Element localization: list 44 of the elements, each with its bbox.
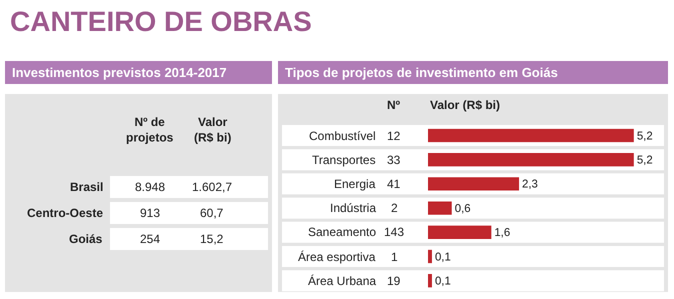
text: 8.948 [135,180,166,194]
text: CANTEIRO DE OBRAS [10,6,312,37]
text: 41 [387,177,401,191]
text: 1 [391,250,398,264]
data-label: 1,6 [494,227,510,240]
text: 143 [384,225,404,239]
y-tick-label: Combustível [309,129,376,143]
data-label: 2,3 [522,178,538,191]
y-tick-label: Transportes [312,153,376,167]
text: 254 [140,232,160,246]
text: Investimentos previstos 2014-2017 [12,65,227,80]
y-tick-label: Área esportiva [298,250,376,264]
text: Valor (R$ bi) [430,98,500,112]
text: Centro-Oeste [27,206,104,220]
y-tick-label: Área Urbana [308,274,376,288]
y-tick-label: Energia [334,177,376,191]
chart-title: Tipos de projetos de investimento em Goiás [285,65,558,80]
bar [428,250,432,264]
text: Valor (R$ bi) [194,115,232,145]
data-label: 0,6 [454,202,471,215]
bar [428,274,432,288]
text: Nº [387,98,401,112]
text: Brasil [70,180,104,194]
data-label: 0,1 [434,251,451,264]
bar [428,201,452,215]
data-label: 0,1 [434,276,451,288]
text: 19 [387,274,401,288]
y-tick-label: Indústria [330,201,376,215]
bar [428,226,492,239]
text: 15,2 [200,232,224,246]
text: Goiás [69,232,103,246]
bar [428,153,634,166]
text: 33 [387,153,401,167]
y-tick-label: Saneamento [308,225,376,239]
text: 2 [391,201,398,215]
text: Nº de projetos [126,115,174,145]
text: 913 [140,206,160,220]
bar [428,177,520,191]
data-label: 5,2 [636,154,653,166]
text: 12 [387,129,401,143]
bar [428,128,634,142]
data-label: 5,2 [636,130,653,142]
text: 60,7 [200,206,224,220]
text: 1.602,7 [192,180,232,194]
